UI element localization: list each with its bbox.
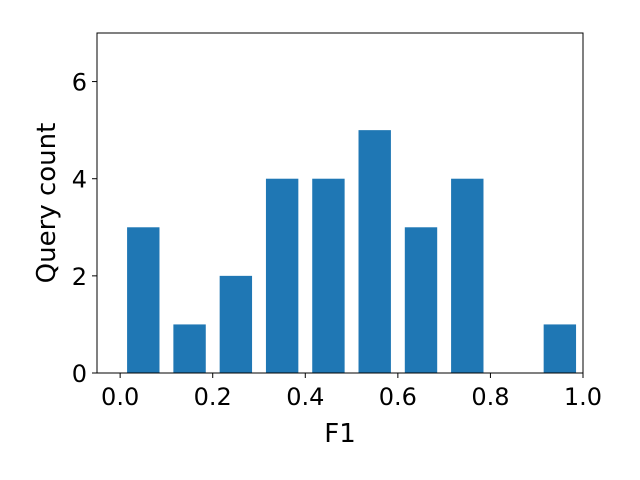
x-tick-label: 0.0 (101, 383, 139, 411)
bar-3 (265, 178, 299, 373)
x-tick-label: 0.8 (471, 383, 509, 411)
y-tick-label: 0 (72, 360, 87, 388)
y-axis: 0 2 4 6 (72, 69, 97, 388)
x-axis-label: F1 (324, 419, 356, 449)
y-tick-label: 2 (72, 263, 87, 291)
bar-1 (173, 324, 206, 373)
x-tick-label: 1.0 (564, 383, 602, 411)
y-tick-label: 4 (72, 166, 87, 194)
x-tick-label: 0.6 (379, 383, 417, 411)
bar-5 (358, 130, 391, 373)
y-tick-label: 6 (72, 69, 87, 97)
bar-0 (127, 227, 160, 373)
x-tick-label: 0.2 (194, 383, 232, 411)
bars (127, 130, 577, 373)
x-axis: 0.0 0.2 0.4 0.6 0.8 1.0 (101, 373, 602, 411)
bar-9 (543, 324, 577, 373)
bar-6 (404, 227, 438, 373)
bar-2 (219, 275, 253, 373)
y-axis-label: Query count (32, 123, 62, 284)
plot-frame (96, 32, 584, 374)
bar-4 (312, 178, 345, 373)
bar-7 (451, 178, 484, 373)
x-tick-label: 0.4 (286, 383, 324, 411)
